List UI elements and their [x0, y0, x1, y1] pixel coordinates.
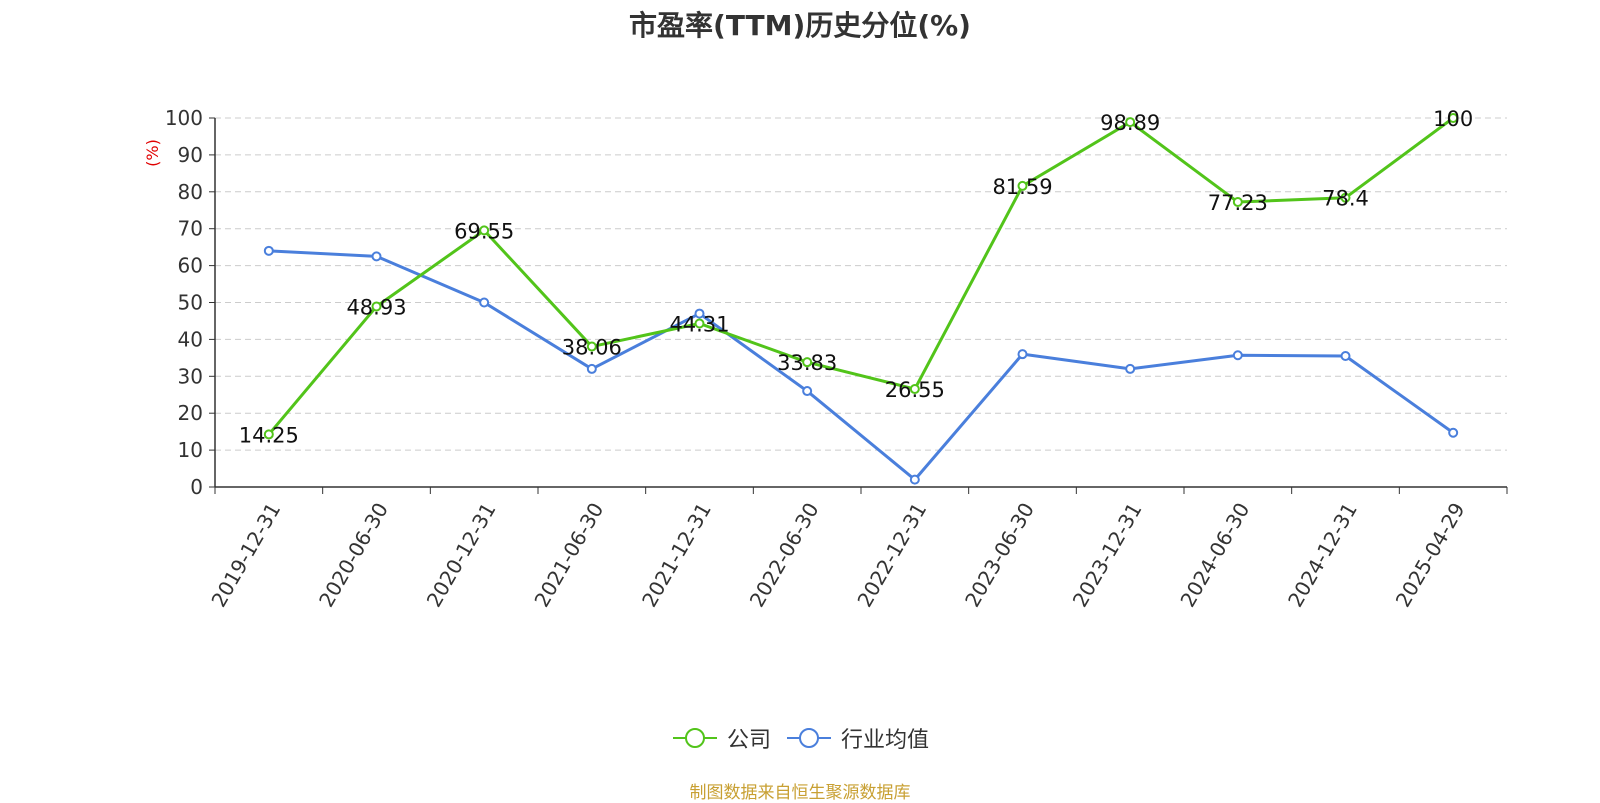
y-tick-label: 30	[178, 364, 203, 388]
company-point	[909, 384, 920, 395]
x-tick-label: 2021-12-31	[637, 499, 716, 612]
y-tick-label: 60	[178, 254, 203, 278]
industry-line	[268, 249, 1455, 482]
industry-point	[1448, 427, 1459, 438]
legend-item-industry[interactable]: 行业均值	[785, 722, 929, 754]
x-tick-label: 2023-06-30	[960, 499, 1039, 612]
y-tick-label: 50	[178, 291, 203, 315]
company-point	[694, 318, 705, 329]
company-data-label: 26.55	[885, 378, 945, 402]
industry-point	[586, 363, 597, 374]
legend: 公司 行业均值	[0, 722, 1600, 754]
chart-title: 市盈率(TTM)历史分位(%)	[629, 9, 971, 42]
company-point	[1017, 180, 1028, 191]
y-tick-label: 40	[178, 327, 203, 351]
company-data-label: 33.83	[777, 351, 837, 375]
company-point	[802, 357, 813, 368]
company-point	[479, 225, 490, 236]
x-tick-label: 2022-12-31	[852, 498, 931, 611]
company-point	[1125, 117, 1136, 128]
y-axis-label: (%)	[143, 139, 162, 167]
company-data-label: 78.4	[1322, 187, 1369, 211]
company-data-label: 77.23	[1208, 191, 1268, 215]
company-data-label: 81.59	[992, 175, 1052, 199]
industry-point	[371, 251, 382, 262]
x-tick-label: 2023-12-31	[1068, 499, 1147, 612]
x-tick-label: 2020-06-30	[314, 499, 393, 612]
industry-point	[694, 308, 705, 319]
legend-label-company: 公司	[726, 728, 771, 753]
x-tick-label: 2020-12-31	[422, 498, 501, 611]
legend-label-industry: 行业均值	[841, 728, 930, 753]
industry-point	[1125, 363, 1136, 374]
company-data-label: 14.25	[239, 423, 299, 447]
company-data-label: 48.93	[346, 295, 406, 319]
industry-point	[1340, 351, 1351, 362]
series	[263, 113, 1459, 485]
source-note: 制图数据来自恒生聚源数据库	[689, 783, 911, 803]
industry-point	[479, 297, 490, 308]
company-point	[1448, 113, 1459, 123]
company-point	[586, 341, 597, 352]
company-point	[371, 301, 382, 312]
legend-industry-icon	[787, 728, 831, 748]
industry-point	[1232, 350, 1243, 361]
industry-point	[1017, 349, 1028, 360]
x-tick-label: 2021-06-30	[529, 499, 608, 612]
company-line	[267, 116, 1455, 436]
company-data-label: 69.55	[454, 219, 514, 243]
y-tick-label: 100	[165, 106, 203, 130]
x-tick-label: 2024-12-31	[1283, 499, 1362, 612]
company-data-label: 44.31	[669, 312, 729, 336]
y-tick-label: 90	[178, 143, 203, 167]
x-tick-label: 2024-06-30	[1175, 499, 1254, 612]
company-data-label: 100	[1433, 107, 1473, 131]
x-tick-label: 2025-04-29	[1391, 499, 1470, 612]
data-labels: 14.25 48.93 69.55 38.06 44.31 33.83 26.55 81.59…	[239, 107, 1473, 447]
y-tick-label: 0	[190, 475, 203, 499]
industry-point	[263, 245, 274, 256]
industry-point	[802, 386, 813, 397]
company-data-label: 38.06	[562, 336, 622, 360]
company-data-label: 98.89	[1100, 111, 1160, 135]
company-point	[1340, 192, 1351, 203]
industry-point	[909, 474, 920, 485]
y-tick-label: 20	[178, 401, 203, 425]
x-tick-label: 2022-06-30	[745, 499, 824, 612]
y-tick-label: 10	[178, 438, 203, 462]
x-tick-label: 2019-12-31	[206, 499, 285, 612]
legend-company-icon	[672, 728, 717, 748]
y-tick-label: 70	[178, 217, 203, 241]
company-point	[263, 429, 274, 440]
grid-lines	[215, 117, 1507, 451]
y-tick-label: 80	[178, 180, 203, 204]
company-point	[1232, 197, 1243, 208]
legend-item-company[interactable]: 公司	[671, 722, 771, 754]
